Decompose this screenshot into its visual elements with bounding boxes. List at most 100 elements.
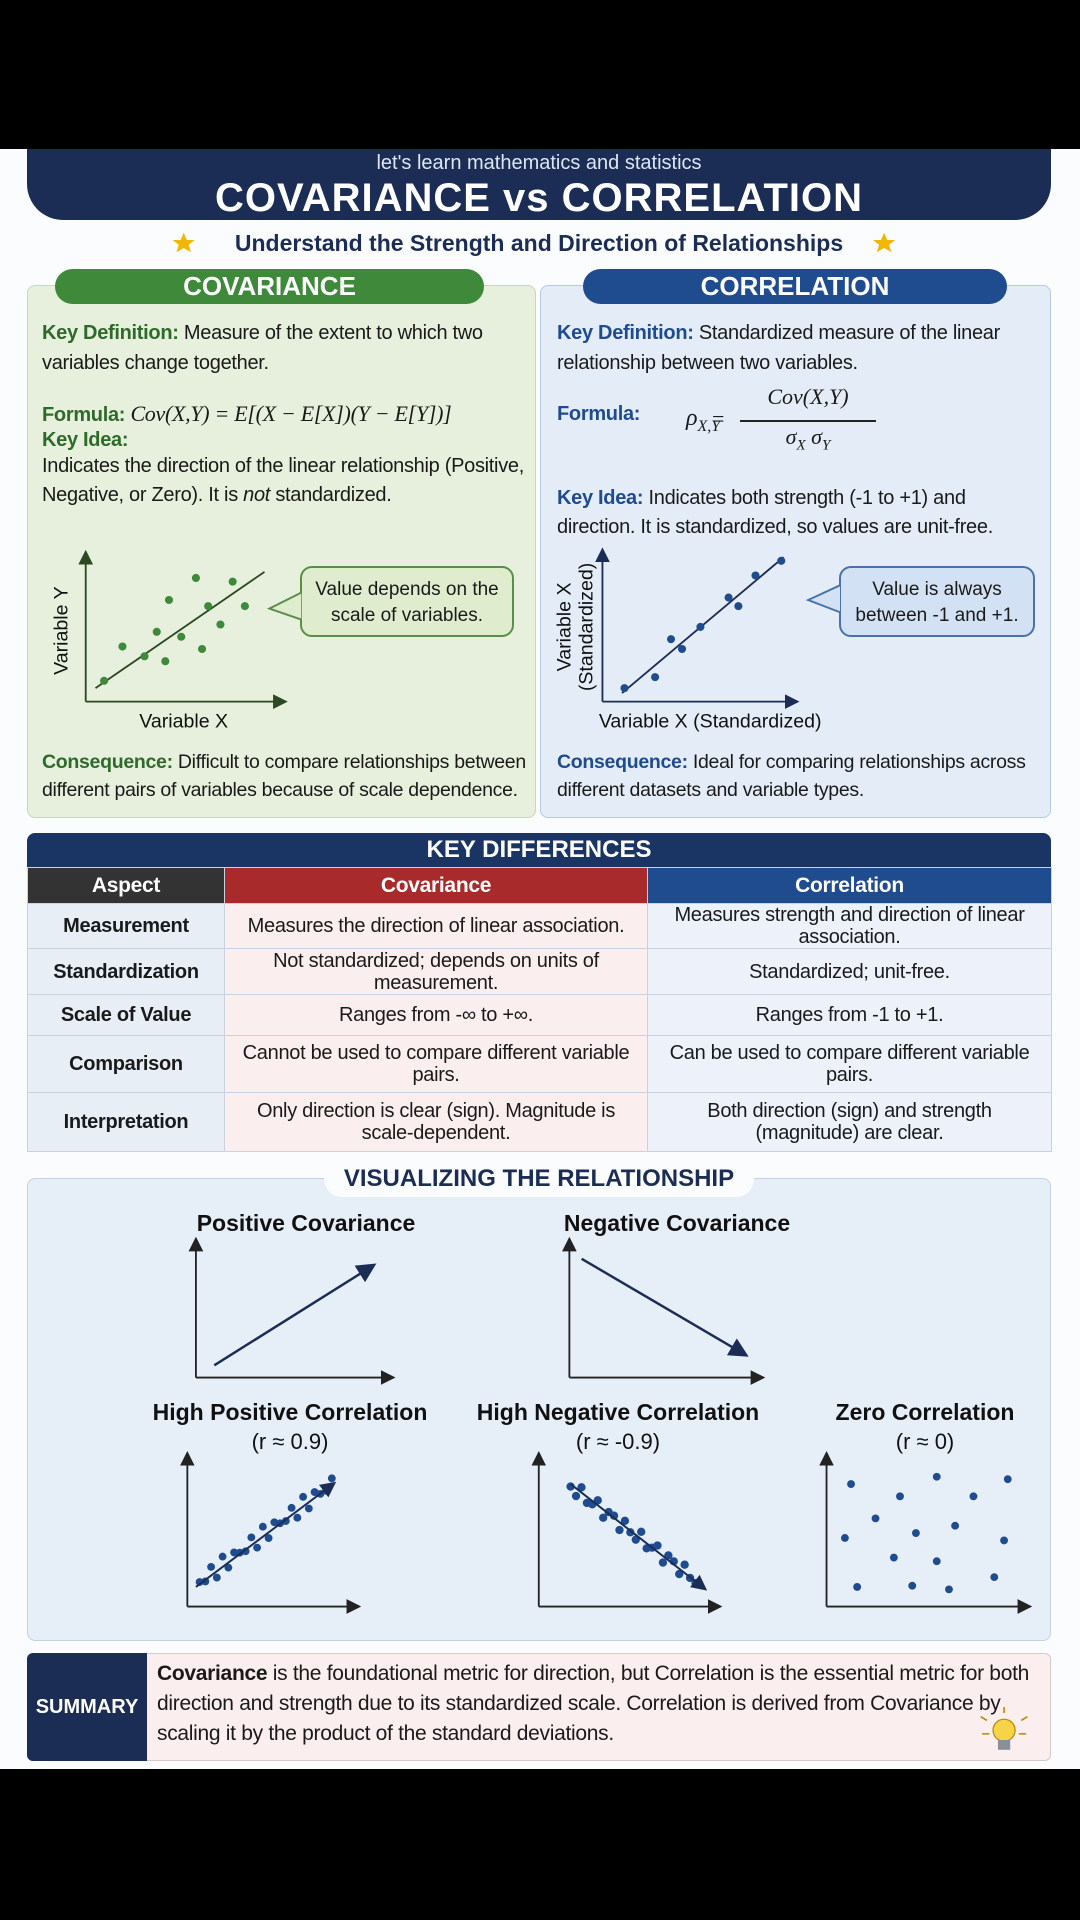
- dot: [675, 1569, 684, 1579]
- dot: [932, 1472, 941, 1481]
- dot: [653, 1541, 662, 1550]
- dot: [164, 595, 174, 605]
- dot: [304, 1504, 313, 1513]
- dot: [299, 1492, 308, 1501]
- fraction-bar: [740, 420, 876, 422]
- arrow: [213, 1263, 377, 1367]
- correlation-definition: Key Definition: Standardized measure of …: [557, 318, 1047, 378]
- row-header: Measurement: [27, 903, 225, 949]
- star: [172, 232, 195, 253]
- dot: [216, 620, 225, 629]
- dot: [932, 1557, 941, 1566]
- text: Measure of the extent to which two varia…: [42, 322, 483, 374]
- dot: [1000, 1536, 1008, 1545]
- plot-title: Positive Covariance: [196, 1210, 416, 1236]
- subscript: X,Y: [697, 417, 721, 435]
- text: Indicates the direction of the linear re…: [42, 455, 524, 506]
- label: Key Definition:: [557, 322, 694, 344]
- dot: [228, 577, 237, 586]
- formula: Cov(X,Y) = E[(X − E[X])(Y − E[Y])]: [130, 401, 452, 426]
- dot: [847, 1480, 855, 1489]
- dot: [577, 1483, 586, 1492]
- dot: [896, 1492, 904, 1501]
- covariance-heading: COVARIANCE: [55, 269, 484, 304]
- row-header: Comparison: [27, 1035, 225, 1093]
- header-banner: [27, 149, 1051, 220]
- text: is the foundational metric for direction…: [157, 1662, 1029, 1745]
- dot: [100, 676, 109, 685]
- dot: [218, 1552, 227, 1561]
- arrow: [581, 1257, 749, 1357]
- dot: [253, 1543, 262, 1552]
- covariance-idea: Key Idea: Indicates the direction of the …: [42, 428, 532, 510]
- dot: [140, 652, 149, 661]
- dot: [777, 556, 786, 565]
- cell: Only direction is clear (sign). Magnitud…: [224, 1092, 648, 1152]
- label: Consequence:: [557, 751, 688, 773]
- label: Formula:: [42, 404, 126, 426]
- formula-denominator: σX σY: [740, 424, 876, 454]
- dot: [247, 1533, 256, 1542]
- dot: [840, 1534, 849, 1542]
- label: Consequence:: [42, 751, 173, 773]
- dot: [680, 1560, 689, 1569]
- dot: [637, 1527, 646, 1536]
- dot: [212, 1573, 221, 1582]
- title: COVARIANCE vs CORRELATION: [214, 176, 863, 220]
- plot-subtitle: (r ≈ -0.9): [575, 1429, 661, 1454]
- label: Key Definition:: [42, 322, 179, 344]
- dot: [969, 1492, 978, 1501]
- tagline: Understand the Strength and Direction of…: [234, 230, 844, 256]
- callout-tail: [805, 584, 841, 614]
- axis-label: Variable Y: [50, 586, 72, 675]
- axis-label: Variable X: [139, 710, 228, 732]
- summary-box: [27, 1653, 1051, 1761]
- rho: ρ: [686, 405, 698, 431]
- text: Standardized measure of the linear relat…: [557, 322, 1000, 374]
- sigma: σ: [811, 424, 823, 449]
- arrow: [195, 1481, 337, 1588]
- column-header: Covariance: [224, 867, 648, 904]
- covariance-formula: Formula: Cov(X,Y) = E[(X − E[X])(Y − E[Y…: [42, 399, 532, 430]
- header-row: Aspect Covariance Correlation: [27, 867, 1052, 904]
- covariance-definition: Key Definition: Measure of the extent to…: [42, 318, 532, 378]
- correlation-panel: [540, 285, 1051, 818]
- dot: [990, 1573, 999, 1582]
- axis-label: Variable X (Standardized): [599, 710, 822, 732]
- dot: [207, 1562, 216, 1571]
- dot: [566, 1482, 575, 1491]
- dot: [287, 1503, 296, 1512]
- bulb-icon: [980, 1706, 1028, 1750]
- cell: Cannot be used to compare different vari…: [224, 1035, 648, 1093]
- dot: [951, 1521, 960, 1530]
- plot-subtitle: (r ≈ 0.9): [251, 1429, 329, 1454]
- dot: [678, 644, 687, 654]
- correlation-heading: CORRELATION: [583, 269, 1007, 304]
- dot: [1003, 1475, 1012, 1484]
- formula-numerator: Cov(X,Y): [767, 384, 849, 409]
- correlation-consequence: Consequence: Ideal for comparing relatio…: [557, 748, 1047, 804]
- emphasis: not: [243, 484, 271, 506]
- cell: Standardized; unit-free.: [647, 948, 1052, 995]
- table-row: Comparison Cannot be used to compare diff…: [27, 1035, 1052, 1093]
- row-header: Interpretation: [27, 1092, 225, 1152]
- dot: [724, 593, 733, 602]
- dot: [198, 644, 207, 654]
- column-header: Aspect: [27, 867, 225, 904]
- visualizing-title: VISUALIZING THE RELATIONSHIP: [324, 1161, 754, 1197]
- text: Indicates both strength (-1 to +1) and d…: [557, 487, 993, 538]
- dot: [230, 1548, 239, 1557]
- row-header: Standardization: [27, 948, 225, 995]
- dot: [599, 1513, 608, 1522]
- cell: Both direction (sign) and strength (magn…: [647, 1092, 1052, 1152]
- text: standardized.: [270, 484, 392, 506]
- formula-lhs: ρX,Y: [686, 405, 720, 436]
- text: Ideal for comparing relationships across…: [557, 751, 1026, 801]
- label: Key Idea:: [557, 487, 644, 509]
- dot: [240, 602, 249, 611]
- text: Difficult to compare relationships betwe…: [42, 751, 526, 801]
- covariance-panel: [27, 285, 536, 818]
- sigma: σ: [785, 424, 797, 449]
